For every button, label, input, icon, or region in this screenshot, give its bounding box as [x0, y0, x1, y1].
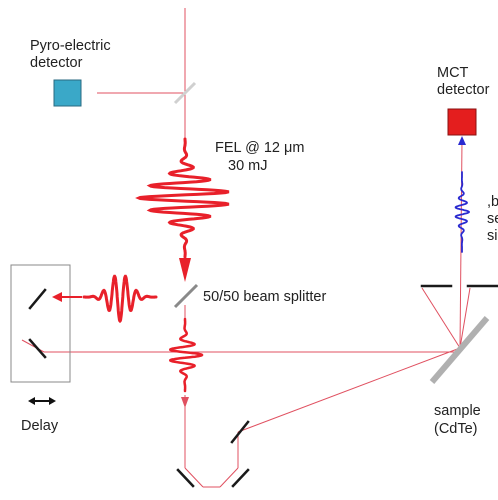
fel-arrow-head [179, 258, 191, 282]
mct-label-line1: MCT [437, 65, 469, 81]
pyro-beam-splitter [173, 81, 197, 105]
bottom-mirror-left [176, 468, 195, 488]
lower-arrow-head [181, 397, 189, 408]
partial-label-line1: ,b [487, 194, 498, 210]
partial-label-line3: si [487, 228, 497, 244]
beam-reflect-1 [421, 287, 461, 349]
fel-pulse [135, 137, 230, 259]
pyro-label-line2: detector [30, 55, 83, 71]
sample-label-line1: sample [434, 403, 481, 419]
double-arrow-icon [28, 397, 56, 405]
beam-reflect-2 [459, 287, 471, 349]
beam-probe-to-sample [237, 347, 461, 433]
mct-label-line2: detector [437, 82, 490, 98]
delay-label: Delay [21, 418, 59, 434]
delay-arrow-head [52, 292, 62, 302]
transmitted-pulse [169, 317, 204, 393]
fel-label-line1: FEL @ 12 μm [215, 140, 304, 156]
delay-mirror-lower [28, 338, 47, 359]
sample-plate [429, 316, 490, 384]
beam-bottom-vee-1 [184, 467, 204, 488]
probe-mirror [230, 420, 250, 444]
fel-label-line2: 30 mJ [228, 158, 268, 174]
probe-pulse [454, 171, 470, 253]
delay-mirror-upper [28, 288, 47, 310]
partial-label-line2: se [487, 211, 498, 227]
bottom-mirror-right [231, 468, 250, 488]
delay-stage-box [10, 264, 71, 383]
main-beam-splitter [173, 283, 199, 309]
sample-label-line2: (CdTe) [434, 421, 478, 437]
pyro-label-line1: Pyro-electric [30, 38, 111, 54]
splitter-label: 50/50 beam splitter [203, 289, 326, 305]
mct-detector-icon [447, 108, 477, 136]
delay-pulse [82, 274, 158, 324]
pyro-detector-icon [53, 79, 82, 107]
beam-bottom-vee-2 [219, 467, 239, 488]
mct-arrow-head [458, 136, 466, 145]
